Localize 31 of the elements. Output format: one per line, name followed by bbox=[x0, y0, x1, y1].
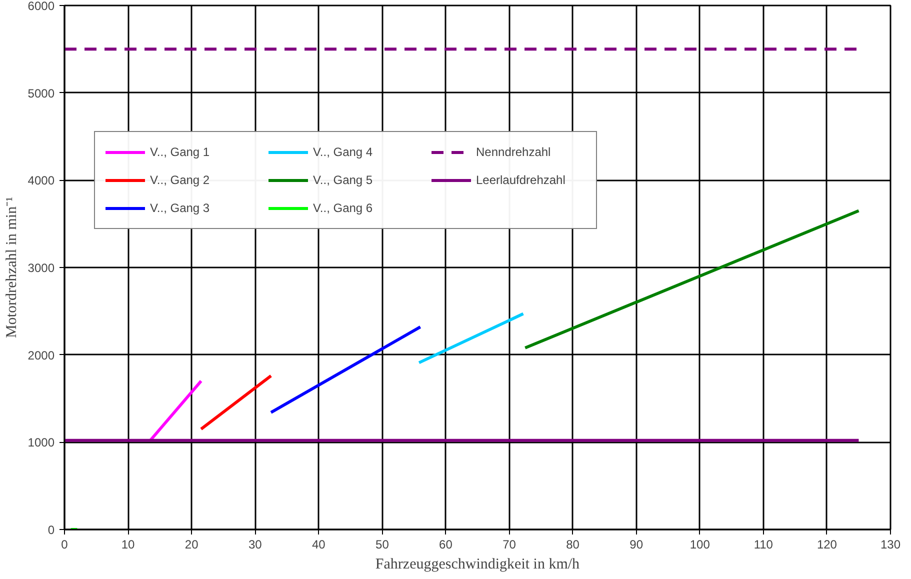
x-tick-label: 110 bbox=[754, 538, 774, 552]
x-tick-label: 60 bbox=[439, 538, 453, 552]
legend-label: V.., Gang 3 bbox=[150, 201, 211, 215]
x-tick-label: 20 bbox=[184, 538, 199, 552]
y-axis-title: Motordrehzahl in min⁻¹ bbox=[4, 196, 20, 338]
y-tick-label: 5000 bbox=[28, 86, 55, 100]
x-tick-label: 90 bbox=[630, 538, 644, 552]
legend-label: V.., Gang 6 bbox=[313, 201, 374, 215]
y-tick-label: 2000 bbox=[28, 348, 55, 362]
legend-label: V.., Gang 1 bbox=[150, 145, 211, 159]
x-tick-label: 40 bbox=[312, 538, 326, 552]
legend-label: V.., Gang 5 bbox=[313, 173, 374, 187]
legend-label: Leerlaufdrehzahl bbox=[476, 173, 566, 187]
x-tick-label: 80 bbox=[566, 538, 580, 552]
x-tick-label: 0 bbox=[61, 538, 68, 552]
y-tick-label: 0 bbox=[48, 523, 55, 537]
x-tick-label: 10 bbox=[121, 538, 136, 552]
y-tick-label: 6000 bbox=[28, 0, 55, 13]
y-tick-label: 3000 bbox=[28, 261, 55, 275]
x-tick-label: 50 bbox=[376, 538, 390, 552]
legend-label: V.., Gang 4 bbox=[313, 145, 374, 159]
x-tick-label: 130 bbox=[880, 538, 901, 552]
x-tick-label: 120 bbox=[816, 538, 838, 552]
legend-label: Nenndrehzahl bbox=[476, 145, 552, 159]
legend-label: V.., Gang 2 bbox=[150, 173, 211, 187]
y-tick-label: 4000 bbox=[28, 174, 55, 188]
x-tick-label: 70 bbox=[502, 538, 516, 552]
x-axis-title: Fahrzeuggeschwindigkeit in km/h bbox=[375, 556, 580, 572]
x-tick-label: 30 bbox=[248, 538, 262, 552]
x-tick-label: 100 bbox=[690, 538, 710, 552]
y-tick-label: 1000 bbox=[28, 436, 55, 450]
